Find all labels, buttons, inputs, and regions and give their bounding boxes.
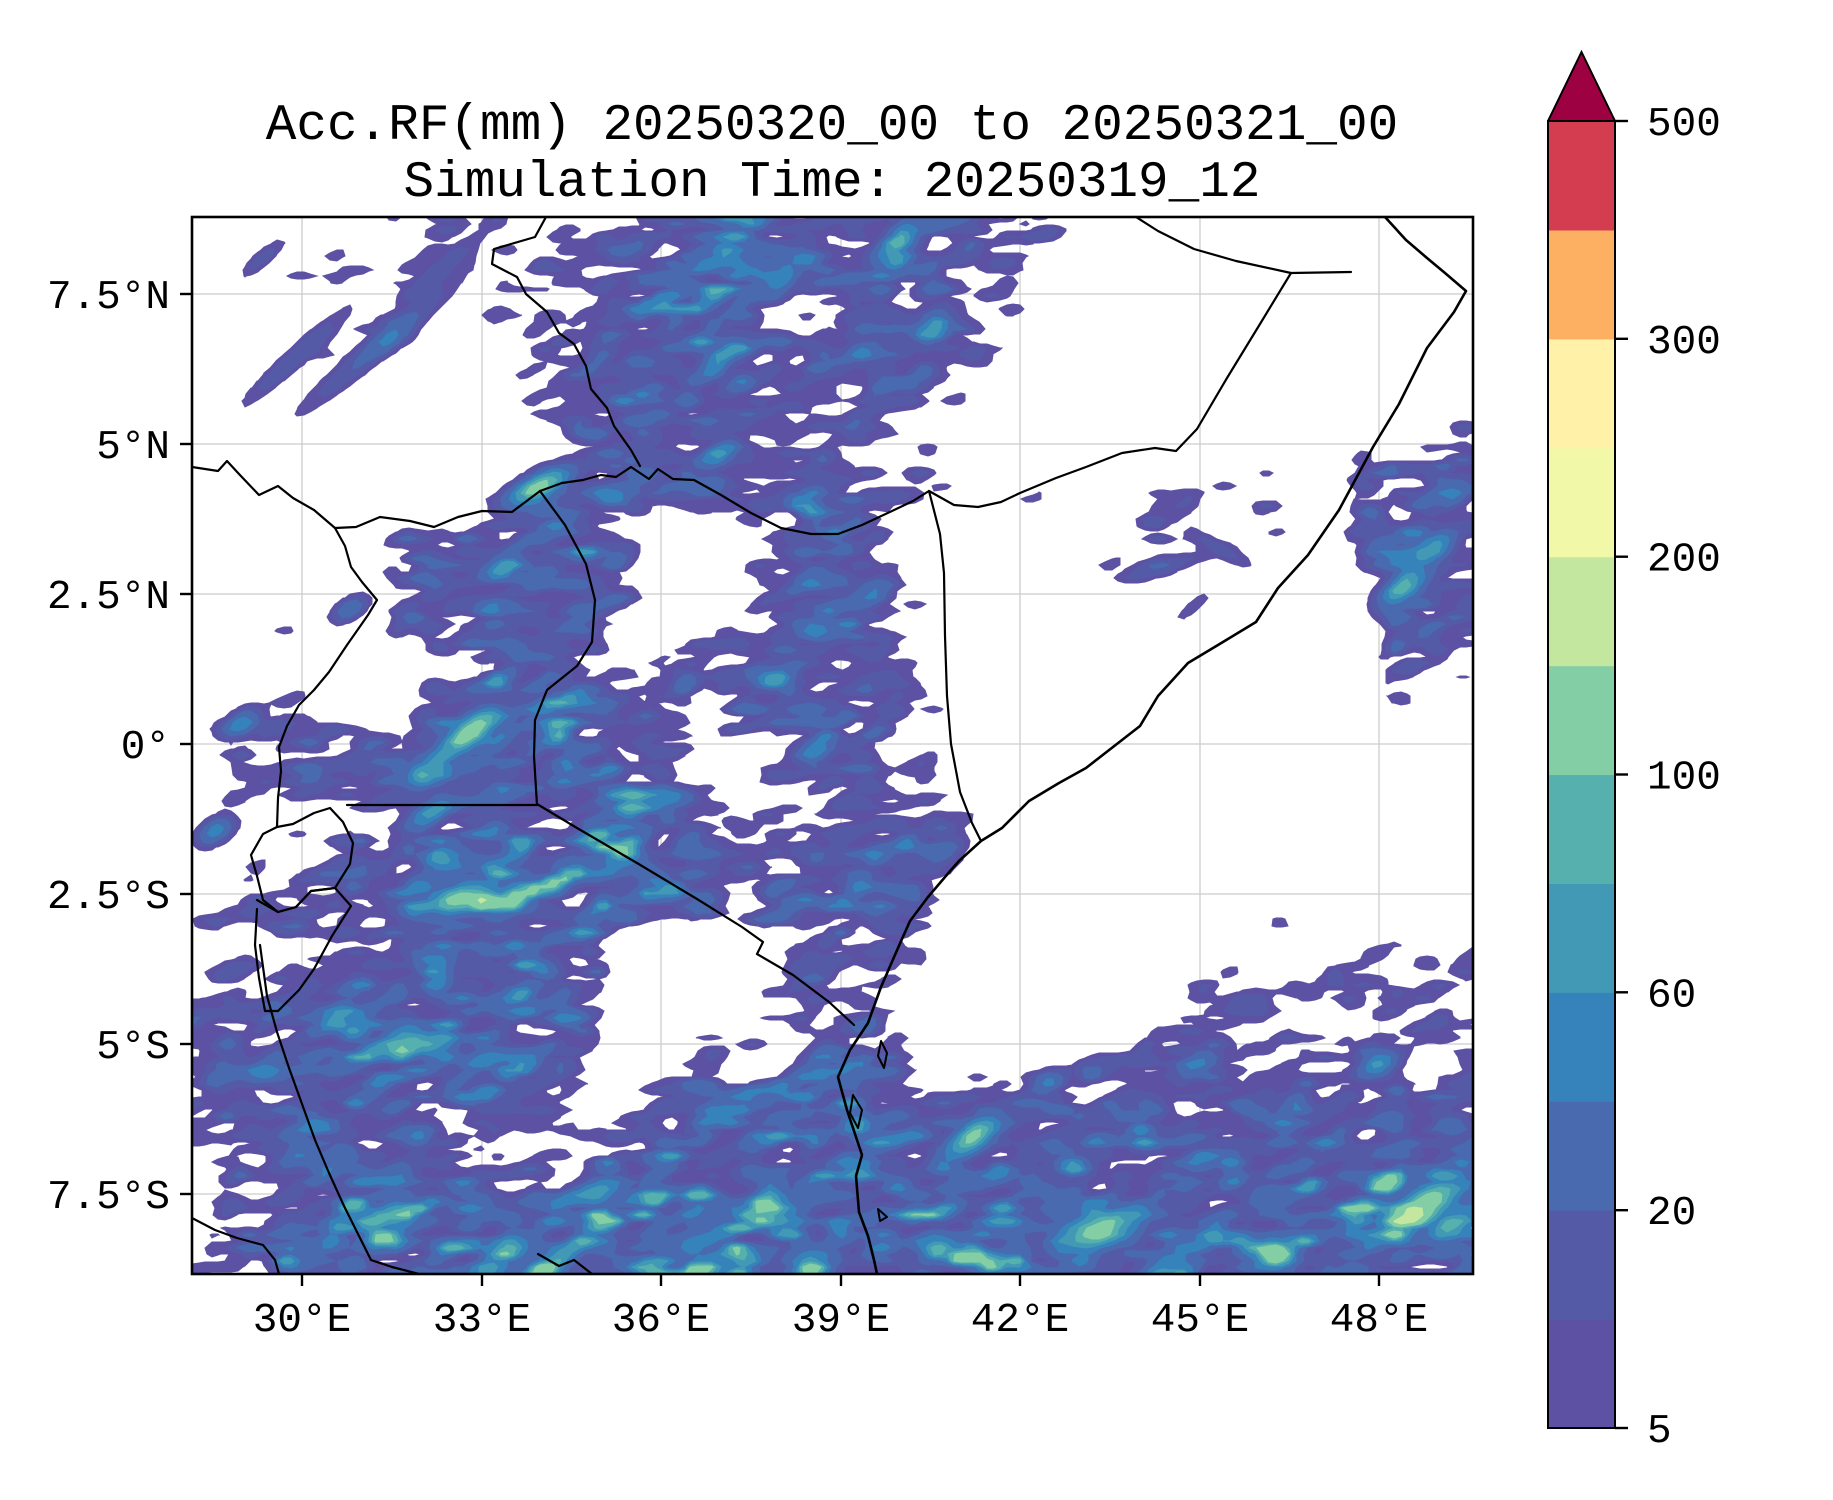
svg-text:20: 20 [1647,1191,1696,1237]
svg-text:Simulation Time: 20250319_12: Simulation Time: 20250319_12 [404,155,1261,212]
svg-text:100: 100 [1647,756,1721,802]
svg-text:36°E: 36°E [612,1298,710,1344]
svg-text:2.5°S: 2.5°S [47,875,170,921]
svg-text:5°N: 5°N [96,425,170,471]
svg-text:0°: 0° [121,725,170,771]
svg-text:7.5°S: 7.5°S [47,1175,170,1221]
svg-text:42°E: 42°E [971,1298,1069,1344]
svg-text:30°E: 30°E [253,1298,351,1344]
svg-text:45°E: 45°E [1151,1298,1249,1344]
svg-text:48°E: 48°E [1330,1298,1428,1344]
svg-text:Acc.RF(mm) 20250320_00 to 2025: Acc.RF(mm) 20250320_00 to 20250321_00 [266,98,1398,155]
svg-text:7.5°N: 7.5°N [47,275,170,321]
svg-text:200: 200 [1647,538,1721,584]
svg-text:60: 60 [1647,973,1696,1019]
svg-text:5°S: 5°S [96,1025,170,1071]
svg-text:300: 300 [1647,320,1721,366]
svg-text:2.5°N: 2.5°N [47,575,170,621]
svg-text:500: 500 [1647,102,1721,148]
svg-text:39°E: 39°E [792,1298,890,1344]
svg-text:33°E: 33°E [433,1298,531,1344]
svg-text:5: 5 [1647,1409,1672,1455]
